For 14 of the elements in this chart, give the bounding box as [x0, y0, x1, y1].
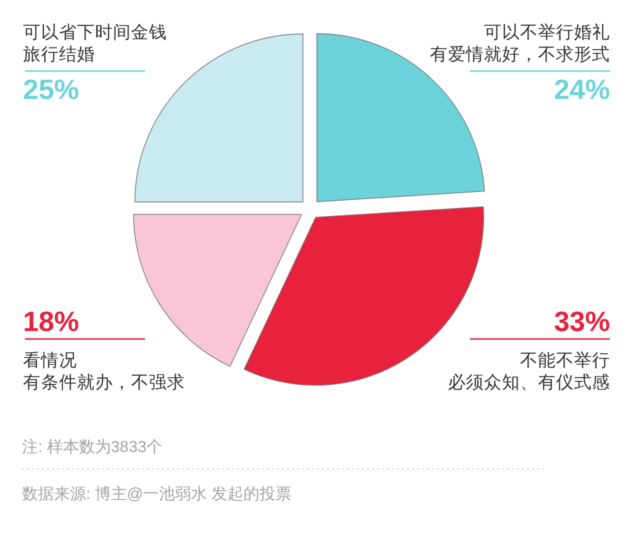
text: 注: 样本数为3833个 — [22, 438, 162, 456]
slice-label: 不能不举行 — [520, 350, 610, 370]
data-label: 25% — [23, 74, 80, 105]
slice-label: 可以不举行婚礼 — [484, 22, 610, 42]
text: 有条件就办，不强求 — [23, 372, 185, 392]
data-label: 18% — [23, 306, 80, 337]
data-label: 33% — [554, 306, 610, 337]
data-label: 24% — [554, 74, 610, 105]
text: 有爱情就好，不求形式 — [430, 44, 610, 64]
text: 必须众知、有仪式感 — [448, 372, 610, 392]
slice-label: 看情况 — [23, 350, 77, 370]
source-note: 数据来源: 博主@一池弱水 发起的投票 — [22, 485, 292, 503]
text: 旅行结婚 — [23, 44, 95, 64]
slice-label: 可以省下时间金钱 — [23, 22, 167, 42]
